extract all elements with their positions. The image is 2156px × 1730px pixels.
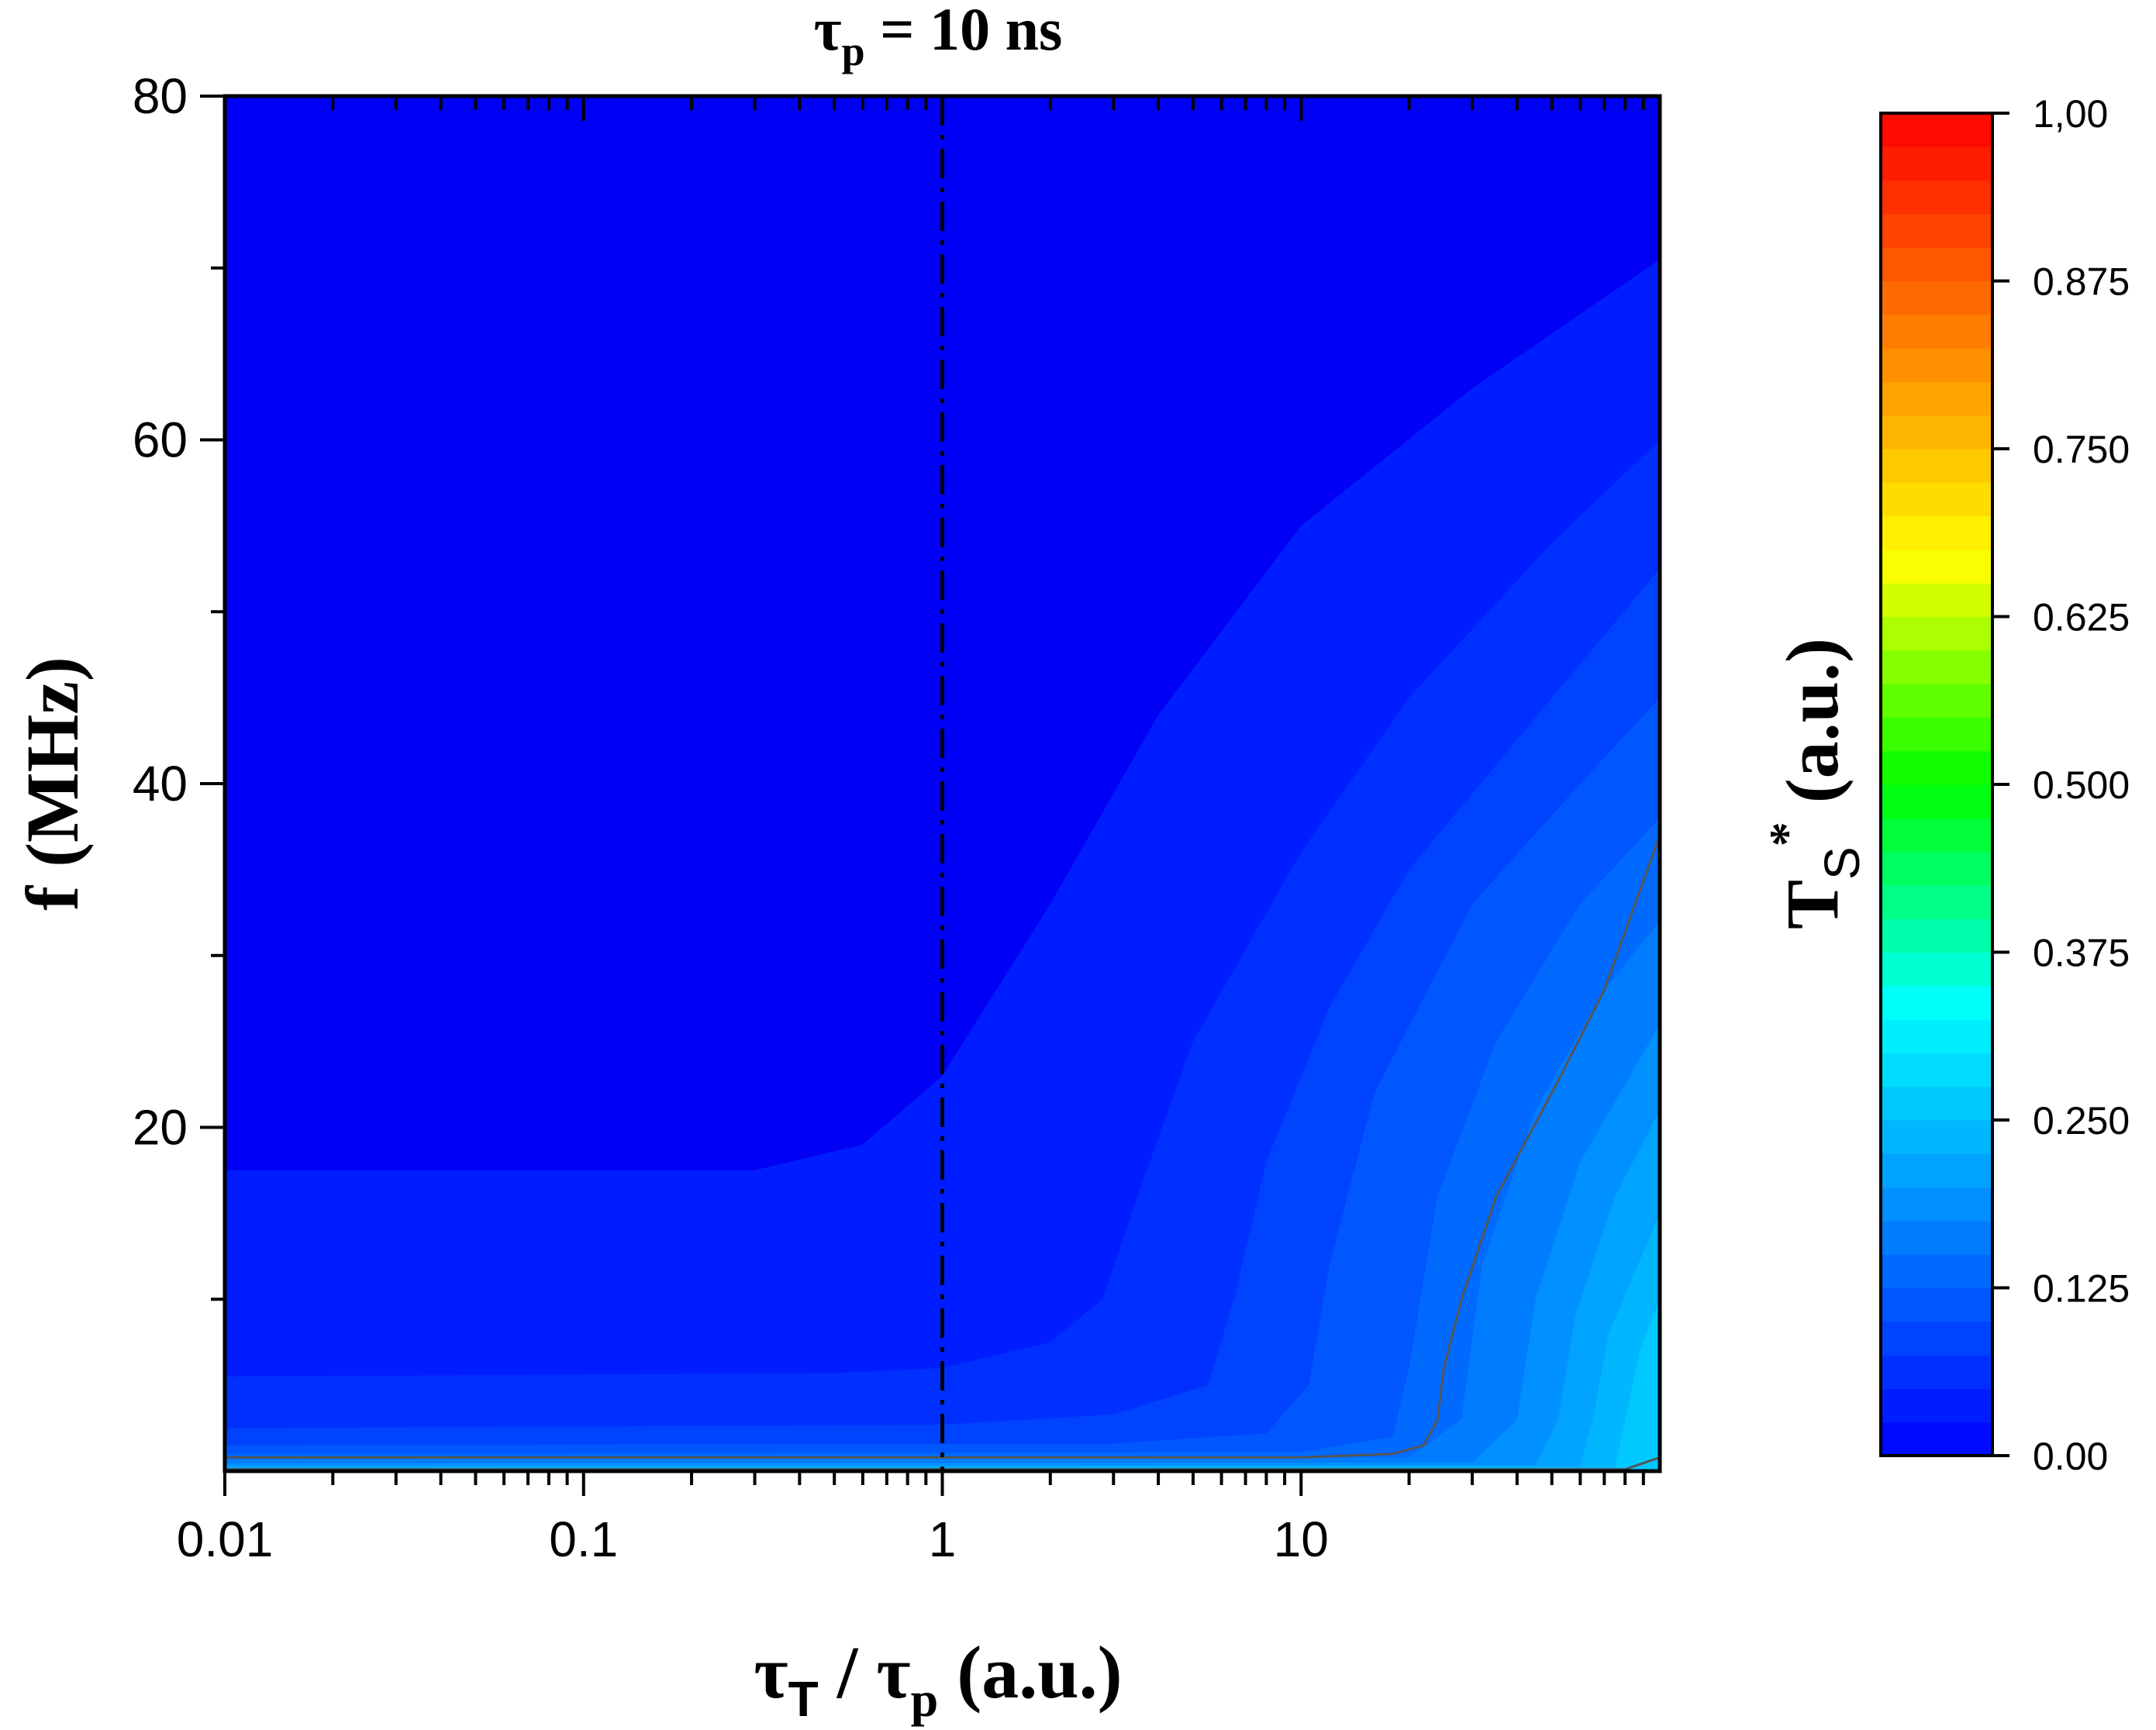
colorbar-band — [1881, 851, 1992, 886]
colorbar-band — [1881, 583, 1992, 618]
colorbar-band — [1881, 1019, 1992, 1053]
colorbar-band — [1881, 549, 1992, 584]
x-tick-label: 10 — [1274, 1511, 1329, 1567]
chart-title: τp = 10 ns — [814, 0, 1063, 74]
colorbar-band — [1881, 1321, 1992, 1356]
x-tick-label: 0.01 — [177, 1511, 274, 1567]
colorbar-band — [1881, 717, 1992, 752]
colorbar-band — [1881, 1153, 1992, 1188]
contour-band-7 — [225, 1024, 1660, 1471]
colorbar-band — [1881, 818, 1992, 853]
colorbar-band — [1881, 750, 1992, 785]
colorbar-band — [1881, 482, 1992, 517]
colorbar-tick-label: 0.875 — [2033, 260, 2130, 304]
colorbar-band — [1881, 1187, 1992, 1222]
colorbar-band — [1881, 213, 1992, 248]
x-tick-label: 0.1 — [549, 1511, 618, 1567]
colorbar-tick-label: 0.00 — [2033, 1435, 2108, 1478]
colorbar-band — [1881, 952, 1992, 987]
contour-band-6 — [225, 921, 1660, 1471]
colorbar-tick-label: 0.500 — [2033, 763, 2130, 807]
colorbar-tick-label: 1,00 — [2033, 92, 2108, 136]
colorbar-band — [1881, 180, 1992, 215]
y-tick-label: 40 — [133, 756, 188, 812]
contour-band-3 — [225, 568, 1660, 1471]
y-tick-label: 60 — [133, 412, 188, 468]
colorbar-band — [1881, 415, 1992, 450]
colorbar-band — [1881, 348, 1992, 382]
colorbar-band — [1881, 684, 1992, 718]
colorbar-band — [1881, 314, 1992, 349]
colorbar-band — [1881, 1086, 1992, 1121]
y-tick-label: 20 — [133, 1100, 188, 1156]
colorbar-band — [1881, 918, 1992, 953]
colorbar-band — [1881, 1355, 1992, 1389]
colorbar-band — [1881, 381, 1992, 416]
colorbar: 0.00 0.125 0.250 0.375 0.500 0.625 0.750 0.875 1… — [1879, 92, 2130, 1478]
colorbar-tick-label: 0.625 — [2033, 596, 2130, 639]
colorbar-tick-label: 0.375 — [2033, 932, 2130, 975]
colorbar-band — [1881, 616, 1992, 651]
y-axis-title: f (MHz) — [11, 657, 94, 911]
colorbar-band — [1881, 1053, 1992, 1087]
colorbar-band — [1881, 650, 1992, 684]
colorbar-tick-label: 0.750 — [2033, 428, 2130, 471]
colorbar-band — [1881, 1120, 1992, 1154]
colorbar-band — [1881, 515, 1992, 550]
colorbar-title: TS* (a.u.) — [1759, 638, 1870, 929]
colorbar-band — [1881, 1422, 1992, 1456]
colorbar-band — [1881, 1388, 1992, 1423]
colorbar-tick-label: 0.125 — [2033, 1267, 2130, 1311]
x-tick-label: 1 — [929, 1511, 957, 1567]
colorbar-band — [1881, 449, 1992, 483]
contour-line-1 — [225, 834, 1660, 1459]
colorbar-band — [1881, 146, 1992, 181]
colorbar-band — [1881, 1220, 1992, 1255]
colorbar-tick-label: 0.250 — [2033, 1099, 2130, 1142]
y-axis: 20 40 60 80 — [133, 68, 225, 1301]
plot-area — [222, 94, 1662, 1473]
x-axis-title: τT / τp (a.u.) — [754, 1631, 1122, 1727]
y-tick-label: 80 — [133, 68, 188, 124]
colorbar-band — [1881, 1287, 1992, 1322]
colorbar-band — [1881, 247, 1992, 282]
colorbar-band — [1881, 985, 1992, 1020]
colorbar-band — [1881, 784, 1992, 818]
colorbar-band — [1881, 1254, 1992, 1289]
colorbar-band — [1881, 281, 1992, 315]
colorbar-band — [1881, 884, 1992, 919]
colorbar-band — [1881, 113, 1992, 147]
x-axis: 0.01 0.1 1 10 — [177, 96, 1645, 1567]
